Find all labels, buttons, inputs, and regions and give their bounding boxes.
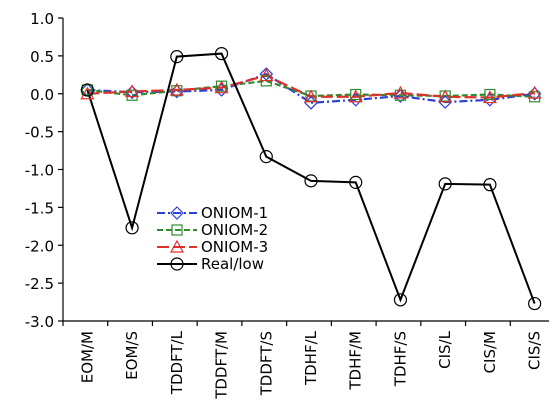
marker — [169, 84, 184, 99]
series-line — [87, 79, 535, 98]
y-tick-label: -2.0 — [25, 237, 54, 255]
y-tick-label: -2.5 — [25, 275, 54, 293]
y-tick-label: 0.5 — [30, 48, 54, 66]
marker — [393, 85, 408, 99]
x-tick-label: CIS/M — [481, 331, 499, 373]
x-tick-label: TDDFT/M — [213, 331, 231, 400]
series-line — [86, 52, 536, 304]
marker — [259, 150, 273, 164]
legend-label: ONIOM-3 — [201, 238, 268, 256]
marker — [393, 293, 408, 307]
x-tick-label: TDHF/M — [347, 331, 365, 391]
y-tick-label: -1.5 — [25, 199, 54, 217]
marker — [527, 85, 542, 99]
legend-label: ONIOM-2 — [201, 221, 268, 239]
marker — [483, 178, 497, 192]
marker — [214, 47, 229, 61]
marker — [482, 90, 497, 104]
marker — [171, 224, 183, 236]
marker — [214, 80, 229, 94]
marker — [528, 296, 542, 311]
marker — [81, 84, 93, 96]
marker — [438, 95, 453, 109]
marker — [349, 175, 363, 189]
x-tick-label: TDDFT/S — [257, 331, 275, 396]
x-tick-label: CIS/L — [436, 330, 454, 368]
x-tick-label: TDHF/L — [302, 330, 320, 386]
x-tick-label: EOM/M — [78, 331, 96, 383]
marker — [169, 239, 185, 253]
marker — [304, 174, 318, 188]
x-tick-label: TDDFT/L — [168, 330, 186, 395]
x-tick-label: TDHF/S — [391, 331, 409, 387]
marker — [125, 84, 140, 98]
marker — [170, 50, 184, 64]
marker — [438, 177, 452, 191]
marker — [350, 88, 362, 101]
marker — [484, 88, 496, 101]
marker — [80, 86, 95, 100]
marker — [170, 206, 184, 220]
marker — [303, 89, 319, 103]
x-tick-label: EOM/S — [123, 331, 141, 380]
legend-label: Real/low — [201, 255, 264, 273]
marker — [259, 68, 274, 82]
series-line — [87, 72, 535, 104]
marker — [170, 257, 184, 271]
y-tick-label: 0.0 — [30, 86, 54, 104]
marker — [169, 82, 184, 96]
marker — [438, 89, 453, 103]
y-tick-label: 1.0 — [30, 10, 54, 28]
marker — [171, 85, 183, 97]
marker — [80, 83, 94, 97]
legend-label: ONIOM-1 — [201, 204, 268, 222]
y-tick-label: -3.0 — [25, 313, 54, 331]
marker — [348, 89, 363, 103]
marker — [125, 221, 139, 235]
y-tick-label: -0.5 — [25, 124, 54, 142]
x-tick-label: CIS/S — [526, 331, 544, 370]
y-tick-label: -1.0 — [25, 162, 54, 180]
